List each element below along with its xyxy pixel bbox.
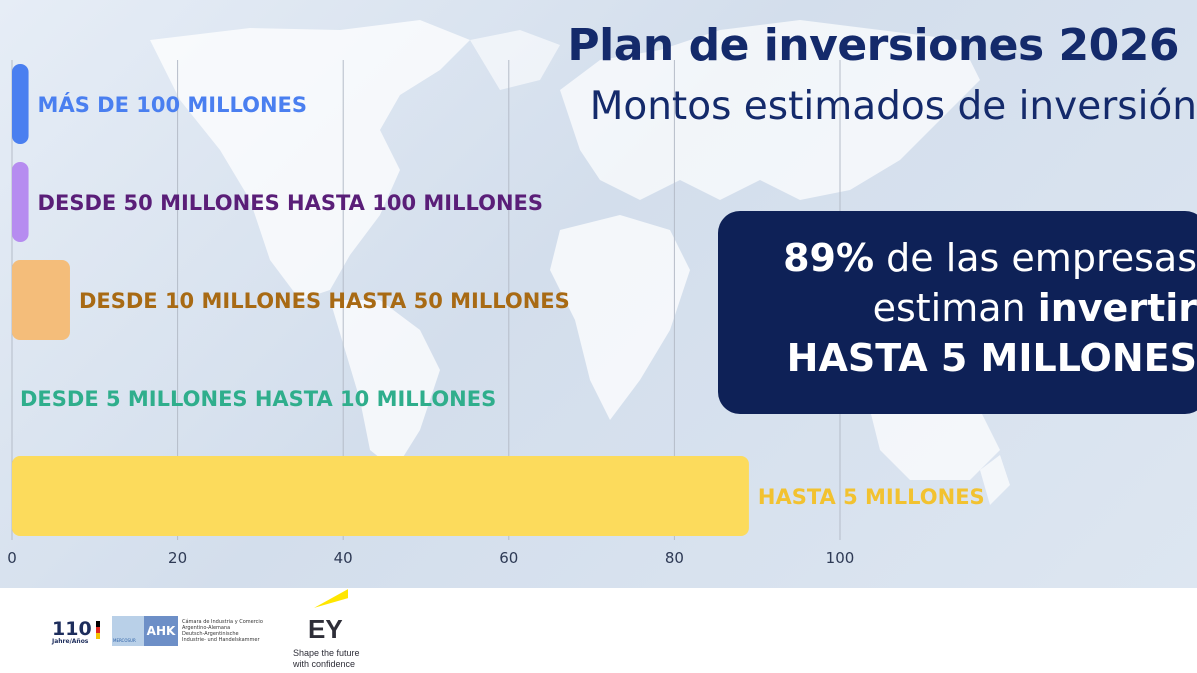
x-tick-label: 100 <box>826 549 855 567</box>
bar-chart: MÁS DE 100 MILLONES DESDE 50 MILLONES HAS… <box>7 60 985 567</box>
ahk-mercosur-mark: MERCOSUR <box>112 616 144 646</box>
bars <box>12 64 749 536</box>
bar-labels: MÁS DE 100 MILLONES DESDE 50 MILLONES HAS… <box>20 92 985 509</box>
bar-category-label: HASTA 5 MILLONES <box>758 485 985 509</box>
bar-category-label: DESDE 50 MILLONES HASTA 100 MILLONES <box>38 191 543 215</box>
flag-icon <box>96 621 100 639</box>
footer-logos: 110 Jahre/Años MERCOSUR AHK Cámara de In… <box>0 588 1197 673</box>
ahk-text-line: Deutsch-Argentinische <box>182 631 239 637</box>
page-title: Plan de inversiones 2026 <box>567 20 1179 71</box>
ahk-logo: MERCOSUR AHK Cámara de Industria y Comer… <box>112 616 282 646</box>
ahk-text-line: Cámara de Industria y Comercio <box>182 619 263 625</box>
ahk-mark: AHK <box>144 616 178 646</box>
slide-background: MÁS DE 100 MILLONES DESDE 50 MILLONES HAS… <box>0 0 1197 588</box>
ahk-text-line: Industrie- und Handelskammer <box>182 637 260 643</box>
bar-category-label: MÁS DE 100 MILLONES <box>38 92 307 117</box>
ey-tagline-line: with confidence <box>293 659 356 669</box>
ey-beam-icon <box>314 589 348 608</box>
callout-line-3: HASTA 5 MILLONES <box>786 336 1197 380</box>
ahk-small-text: MERCOSUR <box>113 638 136 643</box>
bar <box>12 162 29 242</box>
callout-line-2: estiman invertir <box>718 283 1197 333</box>
x-tick-label: 20 <box>168 549 187 567</box>
callout-line2-start: estiman <box>872 286 1038 330</box>
page-subtitle: Montos estimados de inversión <box>589 84 1197 129</box>
bar-category-label: DESDE 5 MILLONES HASTA 10 MILLONES <box>20 387 496 411</box>
ey-tagline: Shape the future with confidence <box>293 648 360 670</box>
anniversary-number: 110 <box>52 618 92 640</box>
highlight-callout: 89% de las empresas estiman invertir HAS… <box>718 211 1197 414</box>
bar <box>12 456 749 536</box>
ahk-text: Cámara de Industria y Comercio Argentino… <box>182 616 282 646</box>
ey-mark: EY <box>308 614 343 644</box>
callout-percent: 89% <box>783 236 875 280</box>
ey-tagline-line: Shape the future <box>293 648 360 658</box>
callout-line1-rest: de las empresas <box>874 236 1197 280</box>
x-tick-label: 60 <box>499 549 518 567</box>
bar <box>12 64 29 144</box>
ahk-text-line: Argentino-Alemana <box>182 625 231 631</box>
callout-line2-bold: invertir <box>1037 286 1197 330</box>
ey-logo: EY Shape the future with confidence <box>292 588 372 673</box>
x-axis-ticks: 0 20 40 60 80 100 <box>7 549 854 567</box>
bar-category-label: DESDE 10 MILLONES HASTA 50 MILLONES <box>79 289 570 313</box>
x-tick-label: 40 <box>334 549 353 567</box>
anniversary-sub: Jahre/Años <box>52 638 89 645</box>
anniversary-logo: 110 Jahre/Años <box>52 618 100 645</box>
x-tick-label: 0 <box>7 549 17 567</box>
bar <box>12 260 70 340</box>
x-tick-label: 80 <box>665 549 684 567</box>
world-map-background <box>0 0 1197 588</box>
callout-line-1: 89% de las empresas <box>718 233 1197 283</box>
